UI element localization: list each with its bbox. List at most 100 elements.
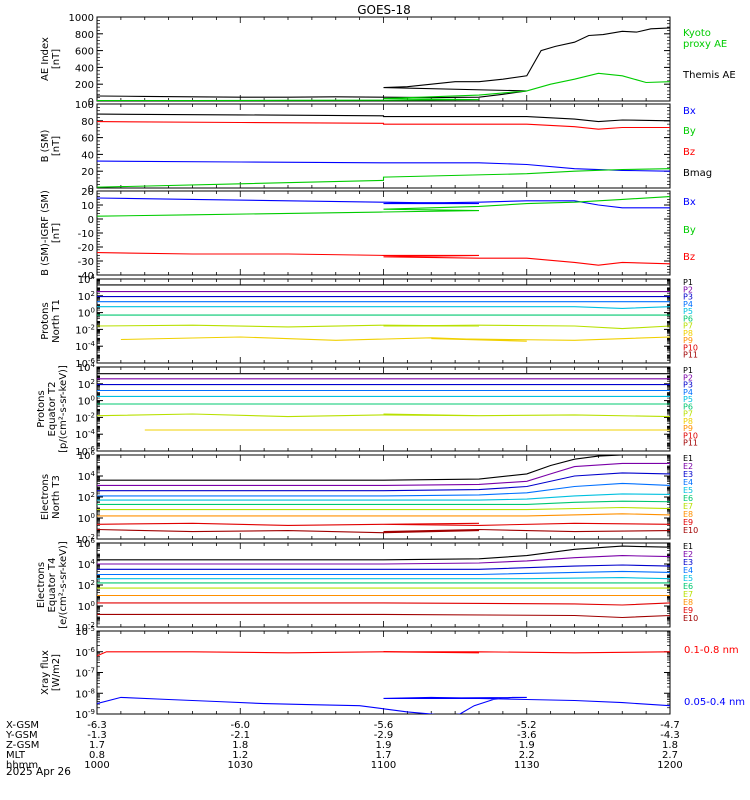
legend-entry: By [683, 225, 696, 236]
series-line [97, 513, 670, 517]
series-line [97, 500, 670, 505]
legend-entry: P1 [683, 278, 693, 287]
legend-entry: Bmag [683, 168, 712, 179]
y-axis-label: [p/(cm²-s-sr-keV)] [58, 365, 69, 453]
ephemeris-value: 1.8 [662, 740, 678, 751]
series-line [97, 472, 670, 492]
legend-entry: E7 [683, 590, 693, 599]
y-tick-label: 102 [78, 378, 95, 391]
legend-entry: P9 [683, 424, 693, 433]
y-axis-label: B (SM)-IGRF (SM) [40, 190, 51, 276]
series-line [97, 413, 670, 418]
legend-entry: Themis AE [682, 70, 736, 81]
ephemeris-label: MLT [6, 750, 26, 761]
y-tick-label: 60 [81, 134, 94, 145]
y-tick-label: 200 [75, 80, 94, 91]
legend-entry: P4 [683, 388, 693, 397]
legend-entry: P7 [683, 322, 693, 331]
series-line [97, 528, 670, 534]
y-axis-label: North T1 [51, 299, 62, 343]
series-line [97, 112, 670, 123]
y-tick-label: 0 [88, 97, 94, 108]
legend-entry: Bz [683, 147, 695, 158]
legend-entry: Bz [683, 252, 695, 263]
panel-frame [96, 630, 671, 715]
ephemeris-value: -2.9 [374, 730, 394, 741]
y-tick-label: 1000 [69, 13, 94, 24]
ephemeris-value: 2.7 [662, 750, 678, 761]
series-line [97, 168, 670, 188]
ephemeris-table: X-GSM -6.3 -6.0 -5.6 -5.2 -4.7 Y-GSM -1.3 -2.1 -2… [5, 720, 683, 771]
legend-entry: P6 [683, 314, 693, 323]
legend-entry: P2 [683, 373, 693, 382]
y-tick-label: 0 [88, 215, 94, 226]
legend-entry: 0.05-0.4 nm [684, 697, 745, 708]
legend-entry: P10 [683, 343, 698, 352]
y-tick-label: 100 [78, 307, 95, 320]
series-line [97, 71, 670, 101]
series-line [97, 324, 670, 330]
y-tick-label: 100 [78, 395, 95, 408]
y-axis-label: [W/m2] [51, 654, 62, 691]
legend-entry: Bx [683, 197, 696, 208]
y-axis-label: Protons [36, 390, 47, 427]
legend-entry: E5 [683, 574, 693, 583]
series-line [97, 482, 670, 497]
ephemeris-value: -5.2 [517, 720, 537, 731]
legend-entry: P4 [683, 300, 693, 309]
ephemeris-label: X-GSM [6, 720, 39, 731]
y-tick-label: 20 [81, 187, 94, 198]
ephemeris-value: -6.3 [87, 720, 107, 731]
y-axis-label: Electrons [36, 562, 47, 608]
legend-entry: E10 [683, 526, 698, 535]
legend-entry: P2 [683, 285, 693, 294]
legend-entry: P5 [683, 395, 693, 404]
y-tick-label: 10-4 [75, 340, 95, 353]
y-tick-label: 104 [78, 361, 96, 374]
ephemeris-value: 1.8 [232, 740, 248, 751]
legend-entry: P11 [683, 439, 698, 448]
legend-entry: proxy AE [683, 39, 727, 50]
y-tick-label: 600 [75, 47, 94, 58]
y-tick-label: -40 [78, 271, 94, 282]
legend-entry: P8 [683, 417, 693, 426]
y-tick-label: 104 [78, 470, 96, 483]
series-line [97, 602, 670, 606]
legend-entry: E4 [683, 478, 693, 487]
legend-entry: E2 [683, 462, 693, 471]
legend-entry: By [683, 126, 696, 137]
series-line [97, 696, 670, 714]
legend-entry: E9 [683, 518, 693, 527]
series-line [97, 545, 670, 561]
panel-b_igrf: -40 -30 -20 -10 0 10 20 B (SM)-IGRF (SM) [nT] Bx B… [40, 187, 696, 282]
series-line [97, 493, 670, 501]
panel-ae: 0 200 400 600 800 1000 AE Index [nT] Kyotoproxy … [40, 13, 736, 108]
ephemeris-value: 1.9 [519, 740, 535, 751]
legend-entry: P1 [683, 366, 693, 375]
y-tick-label: 10-5 [75, 625, 95, 638]
legend-entry: E9 [683, 606, 693, 615]
series-line [97, 555, 670, 565]
panel-frame [96, 16, 671, 102]
legend-entry: P6 [683, 402, 693, 411]
legend-entry: E2 [683, 550, 693, 559]
y-tick-label: -20 [78, 243, 94, 254]
legend-entry: P9 [683, 336, 693, 345]
series-line [97, 160, 670, 172]
ephemeris-value: 1.2 [232, 750, 248, 761]
y-axis-label: North T3 [51, 475, 62, 519]
y-tick-label: 80 [81, 117, 94, 128]
y-tick-label: 10-6 [75, 646, 95, 659]
legend-entry: E1 [683, 542, 693, 551]
y-axis-label: Protons [40, 302, 51, 339]
series-line [97, 564, 670, 570]
y-tick-label: 800 [75, 30, 94, 41]
legend-entry: P5 [683, 307, 693, 316]
legend-entry: Bx [683, 106, 696, 117]
y-axis-label: B (SM) [40, 129, 51, 162]
ephemeris-value: -3.6 [517, 730, 537, 741]
chart-title: GOES-18 [357, 3, 411, 17]
